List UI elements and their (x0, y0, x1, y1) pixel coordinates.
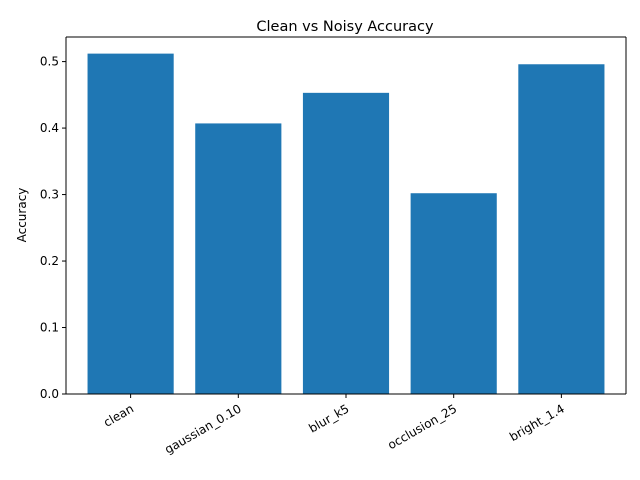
bar-blur_k5 (302, 92, 390, 394)
y-tick-label: 0.5 (40, 55, 59, 69)
y-axis-label: Accuracy (15, 188, 29, 243)
y-tick-label: 0.1 (40, 321, 59, 335)
x-tick-label: clean (101, 401, 136, 429)
axes-frame (65, 36, 627, 395)
bar-occlusion_25 (410, 193, 497, 394)
bars-group (87, 53, 605, 395)
x-tick-label: occlusion_25 (385, 401, 459, 452)
x-tick-label: bright_1.4 (507, 401, 567, 444)
bar-gaussian_0.10 (195, 123, 282, 395)
x-ticks-group: clean gaussian_0.10 blur_k5 occlusion_25 bri… (101, 394, 567, 457)
bar-bright_1.4 (518, 64, 605, 394)
y-tick-label: 0.3 (40, 188, 59, 202)
x-tick-label: gaussian_0.10 (162, 401, 244, 456)
y-tick-label: 0.4 (40, 121, 59, 135)
y-ticks-group: 0.0 0.1 0.2 0.3 0.4 0.5 (40, 55, 66, 401)
x-tick-label: blur_k5 (306, 401, 351, 435)
bar-clean (87, 53, 174, 395)
chart-title: Clean vs Noisy Accuracy (256, 19, 434, 35)
y-tick-label: 0.0 (40, 387, 59, 401)
y-tick-label: 0.2 (40, 254, 59, 268)
